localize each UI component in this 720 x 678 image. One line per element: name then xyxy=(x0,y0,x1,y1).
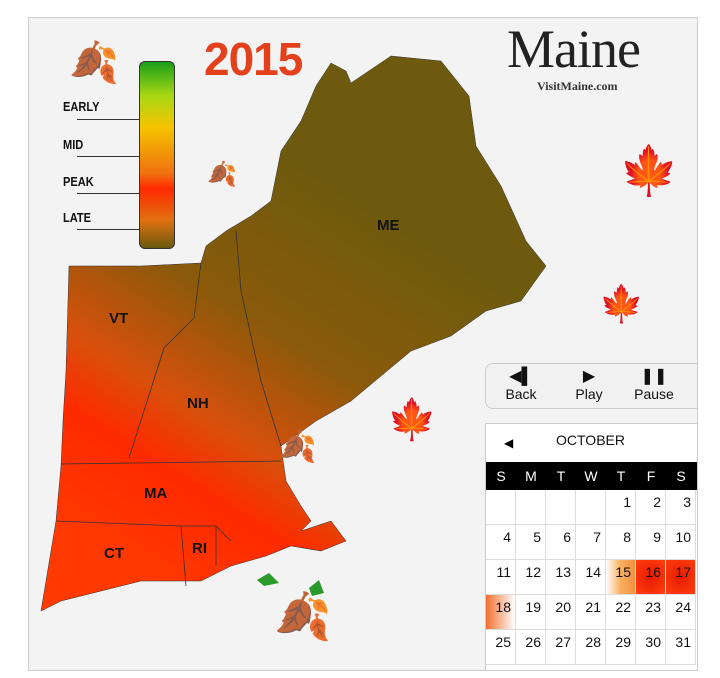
weekday-label: M xyxy=(525,468,537,484)
play-label: Play xyxy=(575,386,603,402)
calendar-day-22[interactable]: 22 xyxy=(606,595,636,630)
calendar-empty-cell[interactable] xyxy=(516,490,546,525)
calendar-grid: 1 2 3 4 5 6 7 8 9 10 11 12 13 14 15 16 17 18 19 20 21 22 23 24 2… xyxy=(486,490,697,665)
leaf-icon: 🍁 xyxy=(619,145,679,198)
weekday-label: S xyxy=(496,468,506,484)
prev-month-button[interactable]: ◀ xyxy=(504,436,514,450)
calendar-day-23[interactable]: 23 xyxy=(636,595,666,630)
map-region xyxy=(40,55,547,612)
calendar-day-1[interactable]: 1 xyxy=(606,490,636,525)
back-button[interactable]: ◀▌ Back xyxy=(491,368,551,402)
foliage-map-widget: ME VT NH MA CT RI 2015 Maine VisitMaine.… xyxy=(28,17,698,671)
state-label-nh: NH xyxy=(187,395,209,412)
year-title: 2015 xyxy=(204,33,303,85)
weekday-label: T xyxy=(556,468,566,484)
legend-mid: MID xyxy=(63,137,84,152)
calendar-day-26[interactable]: 26 xyxy=(516,630,546,665)
calendar-empty-cell[interactable] xyxy=(576,490,606,525)
calendar-day-18[interactable]: 18 xyxy=(486,595,516,630)
state-label-ma: MA xyxy=(144,485,168,502)
leaf-icon: 🍂 xyxy=(69,41,119,85)
calendar-day-9[interactable]: 9 xyxy=(636,525,666,560)
legend-early: EARLY xyxy=(63,99,100,114)
leaf-icon: 🍂 xyxy=(279,431,317,464)
weekday-label: F xyxy=(646,468,656,484)
calendar-day-19[interactable]: 19 xyxy=(516,595,546,630)
calendar-day-10[interactable]: 10 xyxy=(666,525,696,560)
legend-peak: PEAK xyxy=(63,174,94,189)
calendar-day-12[interactable]: 12 xyxy=(516,560,546,595)
maine-logo: Maine xyxy=(507,19,641,79)
legend-divider xyxy=(77,229,139,230)
calendar-day-11[interactable]: 11 xyxy=(486,560,516,595)
new-england-map xyxy=(40,55,547,612)
pause-icon: ❚❚ xyxy=(640,368,668,385)
calendar-day-21[interactable]: 21 xyxy=(576,595,606,630)
logo-subtitle: VisitMaine.com xyxy=(537,79,618,93)
calendar-day-17[interactable]: 17 xyxy=(666,560,696,595)
back-icon: ◀▌ xyxy=(509,368,533,385)
weekday-label: W xyxy=(584,468,598,484)
calendar-day-24[interactable]: 24 xyxy=(666,595,696,630)
calendar-empty-cell[interactable] xyxy=(546,490,576,525)
play-icon: ▶ xyxy=(582,368,596,385)
leaf-icon: 🍂 xyxy=(207,161,237,188)
calendar-month: OCTOBER xyxy=(556,432,625,448)
state-label-vt: VT xyxy=(109,310,129,327)
calendar-day-8[interactable]: 8 xyxy=(606,525,636,560)
weekday-label: S xyxy=(676,468,686,484)
legend-divider xyxy=(77,156,139,157)
legend-color-bar xyxy=(139,61,175,249)
calendar-day-29[interactable]: 29 xyxy=(606,630,636,665)
leaf-icon: 🍂 xyxy=(274,590,332,642)
weekday-label: T xyxy=(616,468,626,484)
playback-controls: ◀▌ Back ▶ Play ❚❚ Pause xyxy=(485,363,697,409)
legend-late: LATE xyxy=(63,210,92,225)
leaf-icon: 🍁 xyxy=(599,283,644,324)
calendar-day-27[interactable]: 27 xyxy=(546,630,576,665)
calendar-day-25[interactable]: 25 xyxy=(486,630,516,665)
calendar-day-15[interactable]: 15 xyxy=(606,560,636,595)
calendar-day-14[interactable]: 14 xyxy=(576,560,606,595)
back-label: Back xyxy=(505,386,537,402)
calendar-day-13[interactable]: 13 xyxy=(546,560,576,595)
calendar-day-2[interactable]: 2 xyxy=(636,490,666,525)
calendar-day-6[interactable]: 6 xyxy=(546,525,576,560)
calendar-day-7[interactable]: 7 xyxy=(576,525,606,560)
calendar-day-4[interactable]: 4 xyxy=(486,525,516,560)
pause-button[interactable]: ❚❚ Pause xyxy=(624,368,684,402)
calendar-day-28[interactable]: 28 xyxy=(576,630,606,665)
calendar-day-16[interactable]: 16 xyxy=(636,560,666,595)
leaf-icon: 🍁 xyxy=(387,398,437,442)
state-label-me: ME xyxy=(377,217,400,234)
calendar-day-30[interactable]: 30 xyxy=(636,630,666,665)
calendar-day-3[interactable]: 3 xyxy=(666,490,696,525)
legend-divider xyxy=(77,119,139,120)
calendar-day-31[interactable]: 31 xyxy=(666,630,696,665)
legend-divider xyxy=(77,193,139,194)
state-label-ri: RI xyxy=(192,540,207,557)
state-label-ct: CT xyxy=(104,545,124,562)
calendar-day-5[interactable]: 5 xyxy=(516,525,546,560)
calendar-empty-cell[interactable] xyxy=(486,490,516,525)
pause-label: Pause xyxy=(634,386,674,402)
play-button[interactable]: ▶ Play xyxy=(559,368,619,402)
calendar-day-20[interactable]: 20 xyxy=(546,595,576,630)
